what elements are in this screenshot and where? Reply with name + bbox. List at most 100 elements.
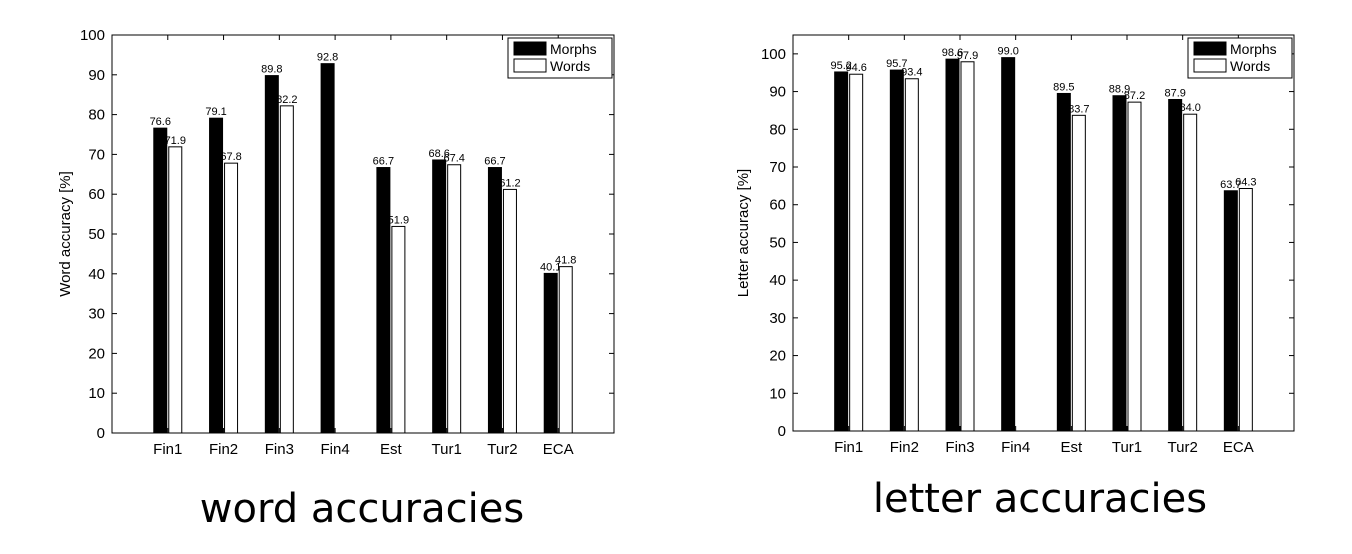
y-tick-label: 70 bbox=[769, 159, 786, 176]
x-tick-label: ECA bbox=[1223, 439, 1254, 456]
legend-label-morphs: Morphs bbox=[1230, 41, 1277, 57]
bar-words bbox=[960, 61, 975, 432]
legend-label-morphs: Morphs bbox=[550, 41, 597, 57]
y-tick-label: 50 bbox=[88, 226, 105, 243]
y-tick-label: 100 bbox=[761, 46, 786, 63]
y-tick-label: 40 bbox=[769, 272, 786, 289]
bar-words bbox=[558, 266, 573, 434]
data-label-words: 67.4 bbox=[443, 153, 464, 165]
bar-words bbox=[447, 164, 462, 434]
x-tick-label: Est bbox=[380, 441, 403, 458]
bar-morphs bbox=[1001, 57, 1016, 432]
data-label-morphs: 68.6 bbox=[428, 148, 449, 160]
data-label-words: 97.9 bbox=[957, 50, 978, 62]
bar-morphs bbox=[487, 167, 502, 434]
legend-swatch-words bbox=[1193, 58, 1227, 73]
x-tick-label: Est bbox=[1060, 439, 1083, 456]
x-tick-label: Fin3 bbox=[265, 441, 294, 458]
plot-frame bbox=[111, 34, 615, 434]
bar-words bbox=[1127, 101, 1142, 432]
data-label-words: 94.6 bbox=[845, 62, 866, 74]
data-label-morphs: 95.2 bbox=[830, 60, 851, 72]
bar-morphs bbox=[376, 167, 391, 434]
y-tick-label: 90 bbox=[88, 67, 105, 84]
data-label-words: 41.8 bbox=[555, 255, 576, 267]
bar-morphs bbox=[264, 75, 279, 434]
bar-words bbox=[904, 78, 919, 432]
bar-morphs bbox=[153, 127, 168, 434]
data-label-words: 84.0 bbox=[1179, 102, 1200, 114]
bar-words bbox=[1238, 187, 1253, 432]
bar-morphs bbox=[320, 63, 335, 434]
plot-frame bbox=[792, 34, 1295, 432]
bar-morphs bbox=[432, 159, 447, 434]
x-tick-label: Tur2 bbox=[487, 441, 517, 458]
data-label-morphs: 99.0 bbox=[997, 46, 1018, 58]
legend-swatch-morphs bbox=[1193, 41, 1227, 56]
y-tick-label: 90 bbox=[769, 84, 786, 101]
x-tick-label: ECA bbox=[543, 441, 574, 458]
x-tick-label: Tur2 bbox=[1168, 439, 1198, 456]
data-label-morphs: 76.6 bbox=[150, 116, 171, 128]
y-tick-label: 40 bbox=[88, 266, 105, 283]
y-tick-label: 30 bbox=[769, 310, 786, 327]
y-tick-label: 100 bbox=[80, 27, 105, 44]
data-label-morphs: 88.9 bbox=[1109, 84, 1130, 96]
chart-caption: word accuracies bbox=[200, 486, 524, 532]
x-tick-label: Fin4 bbox=[321, 441, 350, 458]
bar-words bbox=[1071, 114, 1086, 432]
data-label-morphs: 95.7 bbox=[886, 58, 907, 70]
bar-morphs bbox=[889, 69, 904, 432]
x-tick-label: Fin1 bbox=[153, 441, 182, 458]
y-tick-label: 0 bbox=[778, 423, 786, 440]
letter-accuracy-chart: 0 10 20 30 40 50 60 70 80 90 100 Fin1 95.294.6 Fin2 95… bbox=[735, 34, 1295, 522]
data-label-words: 93.4 bbox=[901, 67, 922, 79]
bar-morphs bbox=[1056, 92, 1071, 432]
y-tick-label: 20 bbox=[88, 345, 105, 362]
data-label-morphs: 92.8 bbox=[317, 52, 338, 64]
x-tick-label: Fin2 bbox=[890, 439, 919, 456]
bar-words bbox=[391, 225, 406, 434]
y-tick-label: 60 bbox=[769, 197, 786, 214]
bar-morphs bbox=[1112, 95, 1127, 432]
data-label-words: 61.2 bbox=[499, 177, 520, 189]
data-label-morphs: 40.1 bbox=[540, 261, 561, 273]
legend-label-words: Words bbox=[1230, 58, 1270, 74]
x-tick-label: Tur1 bbox=[1112, 439, 1142, 456]
word-accuracy-chart: 0 10 20 30 40 50 60 70 80 90 100 Fin1 76.6 71.9 Fin2 79… bbox=[57, 27, 615, 532]
bar-words bbox=[279, 105, 294, 434]
y-tick-label: 10 bbox=[769, 385, 786, 402]
y-tick-label: 70 bbox=[88, 146, 105, 163]
y-axis-label: Letter accuracy [%] bbox=[735, 169, 752, 297]
data-label-words: 51.9 bbox=[388, 214, 409, 226]
y-tick-label: 80 bbox=[88, 107, 105, 124]
legend-swatch-morphs bbox=[513, 41, 547, 56]
data-label-morphs: 66.7 bbox=[484, 156, 505, 168]
y-tick-label: 0 bbox=[97, 425, 105, 442]
data-label-morphs: 79.1 bbox=[205, 106, 226, 118]
data-label-words: 83.7 bbox=[1068, 103, 1089, 115]
legend-label-words: Words bbox=[550, 58, 590, 74]
bar-morphs bbox=[945, 58, 960, 432]
bar-morphs bbox=[209, 117, 224, 434]
x-tick-label: Fin3 bbox=[945, 439, 974, 456]
data-label-words: 82.2 bbox=[276, 94, 297, 106]
bar-morphs bbox=[1223, 190, 1238, 432]
bar-morphs bbox=[834, 71, 849, 432]
data-label-words: 67.8 bbox=[220, 151, 241, 163]
y-tick-label: 80 bbox=[769, 121, 786, 138]
bar-morphs bbox=[1168, 98, 1183, 432]
chart-caption: letter accuracies bbox=[873, 476, 1207, 522]
bar-words bbox=[1183, 113, 1198, 432]
x-tick-label: Fin1 bbox=[834, 439, 863, 456]
x-tick-label: Fin2 bbox=[209, 441, 238, 458]
x-tick-label: Fin4 bbox=[1001, 439, 1030, 456]
bar-words bbox=[502, 188, 517, 434]
data-label-morphs: 66.7 bbox=[373, 156, 394, 168]
legend-swatch-words bbox=[513, 58, 547, 73]
y-tick-label: 60 bbox=[88, 186, 105, 203]
y-tick-label: 50 bbox=[769, 234, 786, 251]
